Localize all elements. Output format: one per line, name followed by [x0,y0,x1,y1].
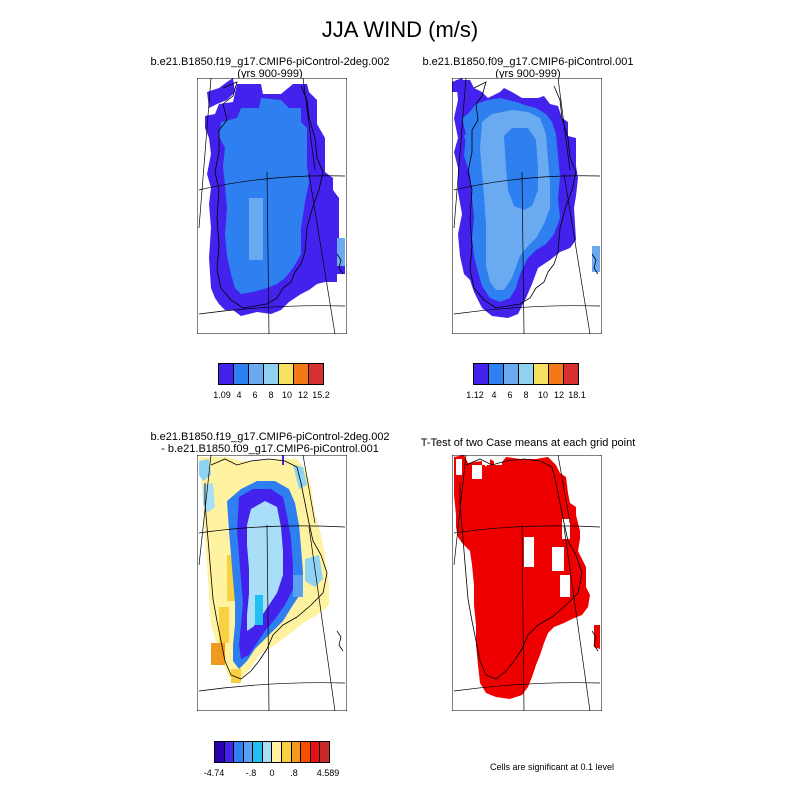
significance-footnote: Cells are significant at 0.1 level [489,762,615,772]
panel-1-map [197,78,347,334]
colorbar-label: 8 [523,390,529,400]
colorbar-swatch [503,363,519,385]
colorbar-label: 12 [553,390,565,400]
panel-4-map [452,455,602,711]
panel-1-title: b.e21.B1850.f19_g17.CMIP6-piControl-2deg… [120,56,420,80]
colorbar-swatch [563,363,579,385]
colorbar-label: 15.2 [312,390,330,400]
panel-1-title-line1: b.e21.B1850.f19_g17.CMIP6-piControl-2deg… [150,56,390,68]
colorbar-swatch [263,363,279,385]
colorbar-label: 6 [252,390,258,400]
colorbar-case1: 1.09 4 6 8 10 12 15.2 [213,363,330,402]
colorbar-swatch [248,363,264,385]
panel-3-map [197,455,347,711]
panel-4-title: T-Test of two Case means at each grid po… [378,437,678,449]
panel-2-map [452,78,602,334]
colorbar-swatch [319,741,330,763]
colorbar-swatch [233,363,249,385]
colorbar-swatch [293,363,309,385]
colorbar-label: 10 [281,390,293,400]
colorbar-label: 12 [297,390,309,400]
colorbar-difference-swatches [214,741,330,763]
colorbar-label: 1.09 [213,390,231,400]
panel-2-title: b.e21.B1850.f09_g17.CMIP6-piControl.001 … [378,56,678,80]
panel-1-title-line2: (yrs 900-999) [237,68,303,80]
colorbar-label: 1.12 [466,390,484,400]
map-ttest [452,455,602,711]
colorbar-swatch [473,363,489,385]
colorbar-difference-labels: -4.74 -.8 0 .8 4.589 [204,768,340,780]
panel-2-title-line1: b.e21.B1850.f09_g17.CMIP6-piControl.001 [422,56,634,68]
colorbar-case1-swatches [218,363,326,385]
colorbar-swatch [548,363,564,385]
colorbar-swatch [278,363,294,385]
colorbar-label: 18.1 [568,390,586,400]
colorbar-swatch [308,363,324,385]
colorbar-label: 8 [268,390,274,400]
panel-3-title: b.e21.B1850.f19_g17.CMIP6-piControl-2deg… [120,431,420,455]
colorbar-label: 0 [269,768,275,778]
colorbar-label: 4 [491,390,497,400]
colorbar-case2: 1.12 4 6 8 10 12 18.1 [466,363,586,402]
map-case2 [452,78,602,334]
panel-3-title-line1: b.e21.B1850.f19_g17.CMIP6-piControl-2deg… [150,431,390,443]
colorbar-case2-labels: 1.12 4 6 8 10 12 18.1 [466,390,586,402]
map-case1 [197,78,347,334]
panel-4-title-line1: T-Test of two Case means at each grid po… [420,437,636,449]
colorbar-label: .8 [290,768,298,778]
colorbar-swatch [218,363,234,385]
colorbar-label: 6 [507,390,513,400]
panel-3-title-line2: - b.e21.B1850.f09_g17.CMIP6-piControl.00… [161,443,379,455]
colorbar-case2-swatches [473,363,581,385]
colorbar-label: 4 [236,390,242,400]
panel-2-title-line2: (yrs 900-999) [495,68,561,80]
colorbar-label: -4.74 [203,768,225,778]
colorbar-swatch [488,363,504,385]
colorbar-label: 4.589 [316,768,340,778]
map-difference [197,455,347,711]
colorbar-swatch [518,363,534,385]
colorbar-difference: -4.74 -.8 0 .8 4.589 [204,741,340,780]
colorbar-case1-labels: 1.09 4 6 8 10 12 15.2 [213,390,330,402]
colorbar-label: -.8 [245,768,257,778]
colorbar-label: 10 [537,390,549,400]
colorbar-swatch [533,363,549,385]
figure-title: JJA WIND (m/s) [321,17,479,42]
